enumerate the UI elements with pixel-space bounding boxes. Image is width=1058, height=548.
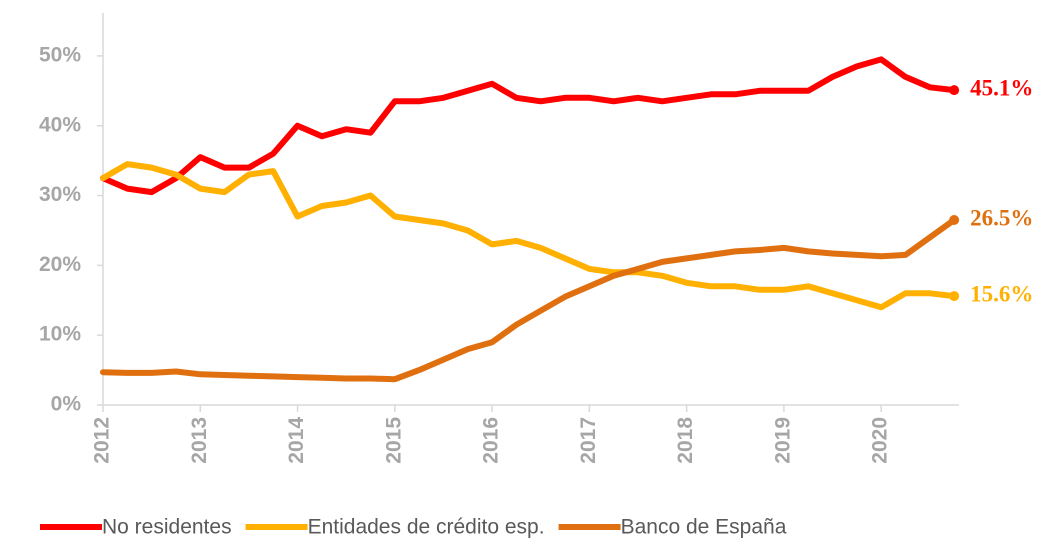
legend-label: No residentes	[102, 516, 232, 539]
series-line	[100, 161, 958, 311]
series-line	[100, 217, 958, 383]
legend-label: Entidades de crédito esp.	[308, 516, 545, 539]
end-point	[949, 85, 960, 96]
x-tick-label: 2012	[91, 417, 114, 464]
x-tick-label: 2017	[577, 417, 600, 464]
value-label: 15.6%	[970, 281, 1033, 306]
y-tick-label: 20%	[39, 253, 81, 276]
y-tick-label: 10%	[39, 323, 81, 346]
y-tick-label: 40%	[39, 113, 81, 136]
x-tick-label: 2016	[480, 417, 503, 464]
end-point	[949, 214, 960, 225]
series-line	[100, 56, 958, 196]
x-tick-label: 2014	[285, 417, 308, 464]
x-tick-label: 2015	[382, 417, 405, 464]
y-tick-label: 50%	[39, 43, 81, 66]
legend-label: Banco de España	[621, 516, 787, 539]
x-tick-label: 2018	[674, 417, 697, 464]
value-label: 45.1%	[970, 75, 1033, 100]
end-point	[949, 291, 960, 302]
x-tick-label: 2013	[188, 417, 211, 464]
y-tick-label: 30%	[39, 183, 81, 206]
x-tick-label: 2020	[869, 417, 892, 464]
y-tick-label: 0%	[51, 393, 82, 416]
x-tick-label: 2019	[771, 417, 794, 464]
value-label: 26.5%	[970, 205, 1033, 230]
